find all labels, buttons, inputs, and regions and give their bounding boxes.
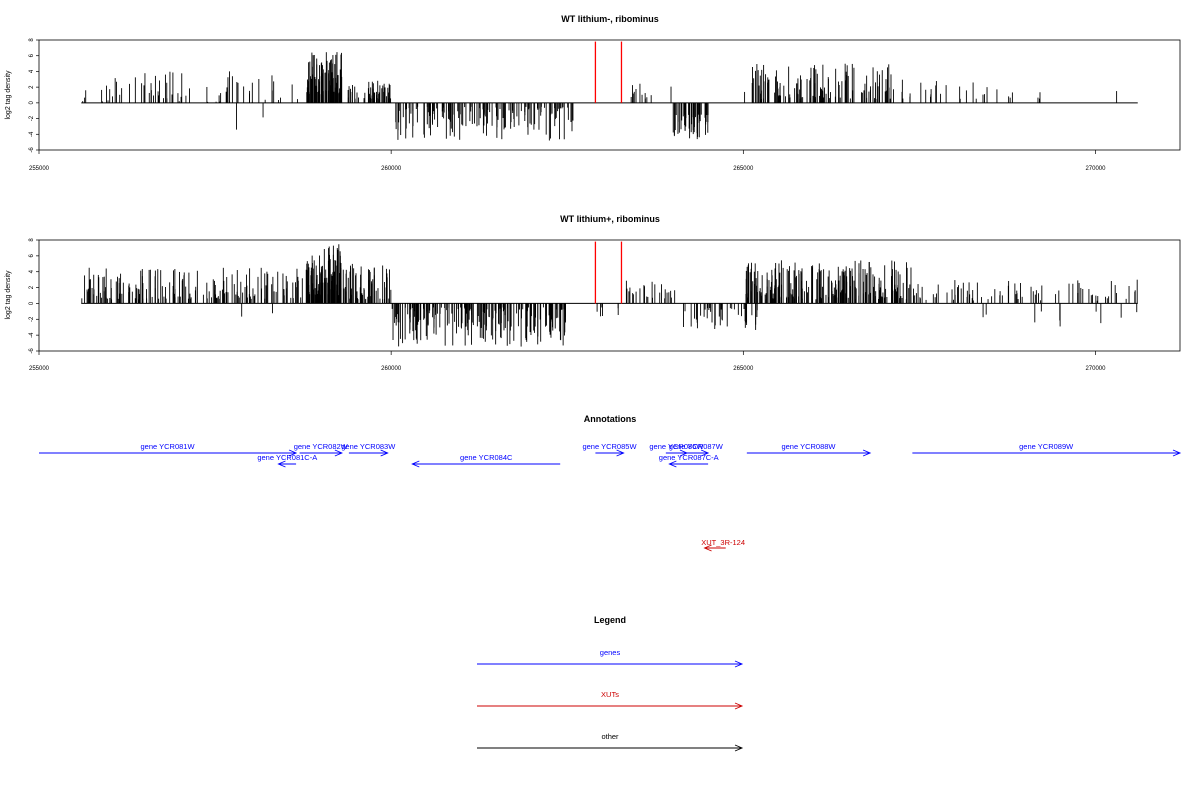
gene-arrow-head — [277, 460, 286, 468]
legend-arrow-head — [734, 702, 744, 710]
y-tick-label: 8 — [29, 238, 35, 242]
x-tick-label: 270000 — [1085, 166, 1106, 172]
annotations-panel: Annotations gene YCR081W gene YCR081C-A gen… — [39, 414, 1182, 552]
legend-label: genes — [600, 648, 621, 657]
y-tick-label: -2 — [29, 115, 35, 121]
legend-label: other — [601, 732, 619, 741]
gene-label: gene YCR082W — [294, 442, 349, 451]
y-tick-label: -6 — [29, 348, 35, 354]
gene-label: gene YCR085W — [582, 442, 637, 451]
gene-label: gene YCR087C-A — [659, 453, 719, 462]
y-tick-label: -4 — [29, 131, 35, 137]
track-panel-lithium-minus: WT lithium-, ribominus log2 tag density -6… — [5, 14, 1181, 172]
x-tick-label: 260000 — [381, 366, 402, 372]
gene-arrow-head — [700, 449, 710, 457]
gene-arrow-head — [288, 449, 298, 457]
y-axis-label: log2 tag density — [5, 270, 12, 320]
gene-arrow-head — [380, 449, 389, 457]
gene-arrow-head — [1172, 449, 1182, 457]
y-tick-label: 2 — [29, 85, 35, 89]
y-tick-label: 0 — [29, 101, 35, 105]
panel-title: WT lithium+, ribominus — [560, 214, 660, 224]
gene-arrow-head — [616, 449, 625, 457]
y-tick-label: 4 — [29, 269, 35, 273]
y-tick-label: 8 — [29, 38, 35, 42]
gene-label: gene YCR089W — [1019, 442, 1074, 451]
y-tick-label: -6 — [29, 147, 35, 153]
gene-label: gene YCR086W — [649, 442, 704, 451]
legend-arrow-head — [734, 744, 744, 752]
gene-label: gene YCR083W — [341, 442, 396, 451]
y-axis-label: log2 tag density — [5, 70, 12, 120]
gene-arrow-head — [862, 449, 872, 457]
legend-label: XUTs — [601, 690, 619, 699]
legend-panel: Legend genes XUTs other — [477, 615, 744, 752]
xut-arrow-head — [703, 544, 712, 552]
legend-title: Legend — [594, 615, 626, 625]
x-tick-label: 255000 — [29, 166, 50, 172]
x-tick-label: 265000 — [733, 366, 754, 372]
x-tick-label: 255000 — [29, 366, 50, 372]
annotations-title: Annotations — [584, 414, 637, 424]
gene-label: gene YCR081C-A — [257, 453, 317, 462]
x-tick-label: 270000 — [1085, 366, 1106, 372]
y-tick-label: 6 — [29, 53, 35, 57]
gene-label: gene YCR088W — [781, 442, 836, 451]
y-tick-label: 2 — [29, 285, 35, 289]
plot-frame — [38, 239, 1181, 352]
y-tick-label: -4 — [29, 332, 35, 338]
y-tick-label: 6 — [29, 254, 35, 258]
y-tick-label: 0 — [29, 301, 35, 305]
gene-label: gene YCR087W — [669, 442, 724, 451]
gene-arrow-head — [411, 460, 420, 468]
xut-label: XUT_3R-124 — [701, 538, 745, 547]
x-tick-label: 260000 — [381, 166, 402, 172]
gene-arrow-head — [334, 449, 344, 457]
gene-label: gene YCR084C — [460, 453, 513, 462]
plot-frame — [38, 39, 1181, 151]
track-panel-lithium-plus: WT lithium+, ribominus log2 tag density -6… — [5, 214, 1181, 372]
gene-arrow-head — [668, 460, 677, 468]
x-tick-label: 265000 — [733, 166, 754, 172]
y-tick-label: 4 — [29, 69, 35, 73]
y-tick-label: -2 — [29, 316, 35, 322]
panel-title: WT lithium-, ribominus — [561, 14, 659, 24]
gene-label: gene YCR081W — [141, 442, 196, 451]
legend-arrow-head — [734, 660, 744, 668]
